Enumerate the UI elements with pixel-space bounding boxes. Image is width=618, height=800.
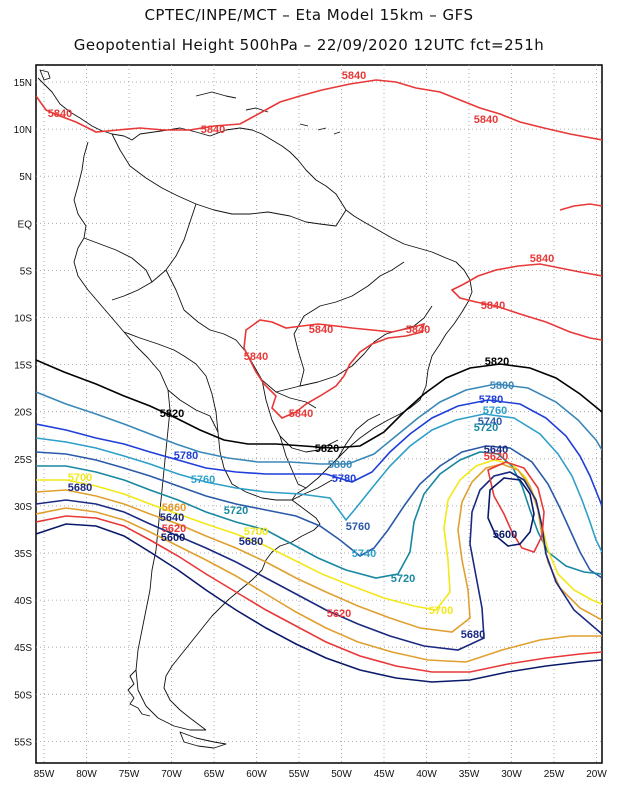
label-5680: 5680 [239, 536, 263, 548]
label-5820: 5820 [315, 443, 339, 455]
latitude-label: 5S [20, 266, 33, 277]
latitude-label: 50S [14, 690, 32, 701]
label-5720: 5720 [391, 573, 415, 585]
label-5840: 5840 [342, 70, 366, 82]
longitude-label: 65W [204, 769, 225, 780]
longitude-label: 70W [161, 769, 182, 780]
contour-5760 [36, 413, 602, 553]
contour-5840-north [36, 79, 602, 141]
label-5600: 5600 [161, 532, 185, 544]
latitude-label: 30S [14, 502, 32, 513]
label-5840: 5840 [289, 408, 313, 420]
label-5780: 5780 [174, 450, 198, 462]
latitude-label: 55S [14, 737, 32, 748]
latitude-label: 35S [14, 549, 32, 560]
contour-5640 [36, 507, 602, 663]
contour-5840-interior [243, 319, 426, 419]
contour-5600-low [487, 477, 535, 547]
label-5840: 5840 [481, 300, 505, 312]
label-5600: 5600 [493, 529, 517, 541]
longitude-label: 20W [586, 769, 607, 780]
map-title-line2: Geopotential Height 500hPa – 22/09/2020 … [73, 36, 545, 54]
label-5700: 5700 [429, 605, 453, 617]
label-5680: 5680 [68, 482, 92, 494]
map-frame [35, 64, 603, 764]
latitude-label: 40S [14, 596, 32, 607]
longitude-label: 85W [34, 769, 55, 780]
latitude-label: 10N [14, 125, 32, 136]
latitude-label: 5N [19, 172, 32, 183]
contour-5740 [36, 445, 602, 579]
label-5820: 5820 [160, 408, 184, 420]
label-5780: 5780 [332, 473, 356, 485]
label-5640: 5640 [484, 444, 508, 456]
label-5740: 5740 [478, 416, 502, 428]
longitude-labels: 85W 80W 75W 70W 65W 60W 55W 50W 45W 40W 35W 30W 25W 2… [34, 769, 608, 780]
label-5700: 5700 [244, 526, 268, 538]
contour-5660 [36, 471, 602, 651]
label-5840: 5840 [530, 253, 554, 265]
latitude-label: 15S [14, 361, 32, 372]
contour-5820 [36, 359, 602, 449]
contour-5620-low [487, 461, 545, 553]
map-title-line1: CPTEC/INPE/MCT – Eta Model 15km – GFS [144, 6, 474, 24]
label-5840: 5840 [201, 124, 225, 136]
label-5760: 5760 [191, 474, 215, 486]
label-5700: 5700 [68, 472, 92, 484]
label-5680: 5680 [461, 629, 485, 641]
label-5620: 5620 [484, 451, 508, 463]
contour-5800 [36, 383, 602, 465]
label-5660: 5660 [162, 502, 186, 514]
label-5840: 5840 [48, 108, 72, 120]
label-5840: 5840 [474, 114, 498, 126]
label-5760: 5760 [346, 521, 370, 533]
longitude-label: 30W [501, 769, 522, 780]
longitude-label: 50W [331, 769, 352, 780]
contour-5840-east [450, 263, 602, 341]
contour-5600 [36, 523, 602, 683]
label-5760: 5760 [483, 405, 507, 417]
latitude-label: 25S [14, 455, 32, 466]
contours [36, 79, 602, 683]
label-5840: 5840 [309, 324, 333, 336]
label-5740: 5740 [352, 548, 376, 560]
longitude-label: 25W [544, 769, 565, 780]
label-5840: 5840 [244, 351, 268, 363]
longitude-label: 60W [246, 769, 267, 780]
contour-5780 [36, 399, 602, 507]
latitude-label: 15N [14, 78, 32, 89]
contour-5620 [36, 515, 602, 673]
coastlines-and-borders [37, 69, 473, 749]
label-5820: 5820 [485, 356, 509, 368]
contour-5840-atlantic-north [559, 203, 602, 211]
label-5720: 5720 [224, 505, 248, 517]
longitude-label: 35W [459, 769, 480, 780]
latitude-label: 45S [14, 643, 32, 654]
label-5640: 5640 [160, 512, 184, 524]
label-5720: 5720 [474, 422, 498, 434]
latitude-label: 10S [14, 314, 32, 325]
contour-labels: 5840 5840 5840 5840 5840 5840 5840 5840 … [48, 70, 554, 641]
longitude-label: 40W [416, 769, 437, 780]
label-5620: 5620 [162, 523, 186, 535]
label-5840: 5840 [406, 324, 430, 336]
latitude-labels: 15N 10N 5N EQ 5S 10S 15S 20S 25S 30S 35S 40S 45S 50S 5… [14, 78, 33, 748]
latitude-label: EQ [18, 219, 33, 230]
lat-lon-grid [36, 65, 602, 763]
label-5800: 5800 [490, 380, 514, 392]
label-5780: 5780 [479, 394, 503, 406]
longitude-label: 80W [76, 769, 97, 780]
longitude-label: 55W [289, 769, 310, 780]
latitude-label: 20S [14, 408, 32, 419]
label-5800: 5800 [328, 459, 352, 471]
longitude-label: 45W [374, 769, 395, 780]
label-5620: 5620 [327, 608, 351, 620]
longitude-label: 75W [119, 769, 140, 780]
